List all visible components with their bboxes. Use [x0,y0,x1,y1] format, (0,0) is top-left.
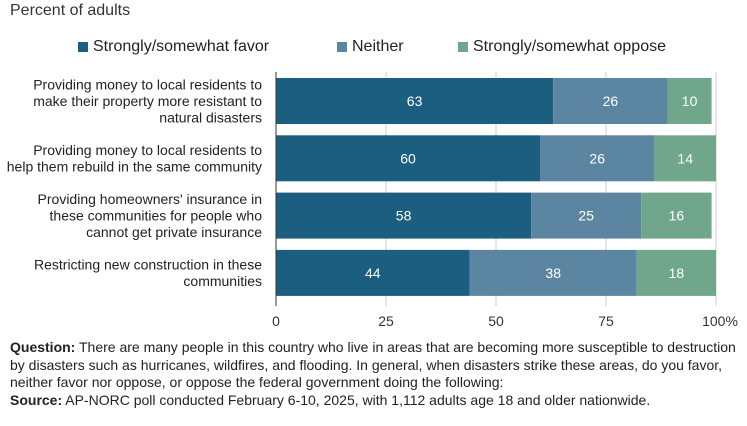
data-label-favor-1: 63 [407,93,423,109]
data-label-favor-2: 60 [400,150,416,166]
legend-item-oppose: Strongly/somewhat oppose [458,38,666,56]
legend-label-favor: Strongly/somewhat favor [93,38,270,55]
category-label-1: Providing money to local residents to mak… [33,77,262,126]
data-label-neither-1: 26 [603,93,619,109]
chart-subtitle: Percent of adults [10,2,131,19]
legend-swatch-favor [78,42,88,52]
data-label-neither-4: 38 [545,265,561,281]
bar-favor-3 [276,192,532,239]
question-label: Question: [10,339,76,355]
data-label-oppose-3: 16 [669,208,685,224]
bar-oppose-1 [667,78,712,124]
bar-neither-2 [540,135,655,182]
x-tick-label-50: 50 [488,313,504,329]
data-label-neither-2: 26 [589,150,605,166]
bar-neither-1 [553,78,668,124]
bar-neither-4 [469,249,637,296]
category-label-4: Restricting new construction in these com… [34,257,262,290]
x-tick-label-0: 0 [272,313,280,329]
source-label: Source: [10,391,63,408]
data-label-neither-3: 25 [578,208,594,224]
data-label-oppose-2: 14 [677,150,693,166]
bar-oppose-3 [641,192,712,239]
source-text: AP-NORC poll conducted February 6-10, 20… [62,391,651,408]
question-text: There are many people in this country wh… [10,339,736,390]
bar-favor-1 [276,78,554,124]
legend-label-neither: Neither [352,38,404,55]
stacked-bar-chart: 63 26 10 Providing money to local residents… [7,72,738,329]
legend-label-oppose: Strongly/somewhat oppose [473,38,666,55]
data-label-oppose-4: 18 [669,265,685,281]
bar-oppose-4 [636,249,716,296]
category-label-2: Providing money to local residents to hel… [7,142,262,175]
bar-favor-4 [276,249,470,296]
category-label-3: Providing homeowners' insurance in these … [38,191,263,240]
data-label-favor-4: 44 [365,265,381,281]
legend-swatch-oppose [458,42,468,52]
bar-neither-3 [531,192,642,239]
x-tick-label-100: 100% [702,313,738,329]
chart-footnote: Question: There are many people in this … [10,339,740,409]
legend: Strongly/somewhat favor Neither Strongly… [0,38,747,58]
legend-item-neither: Neither [337,38,404,56]
x-tick-label-25: 25 [378,313,394,329]
legend-swatch-neither [337,42,347,52]
legend-item-favor: Strongly/somewhat favor [78,38,269,56]
data-label-oppose-1: 10 [682,93,698,109]
x-tick-label-75: 75 [598,313,614,329]
data-label-favor-3: 58 [396,208,412,224]
bar-oppose-2 [654,135,716,182]
bar-favor-2 [276,135,540,182]
